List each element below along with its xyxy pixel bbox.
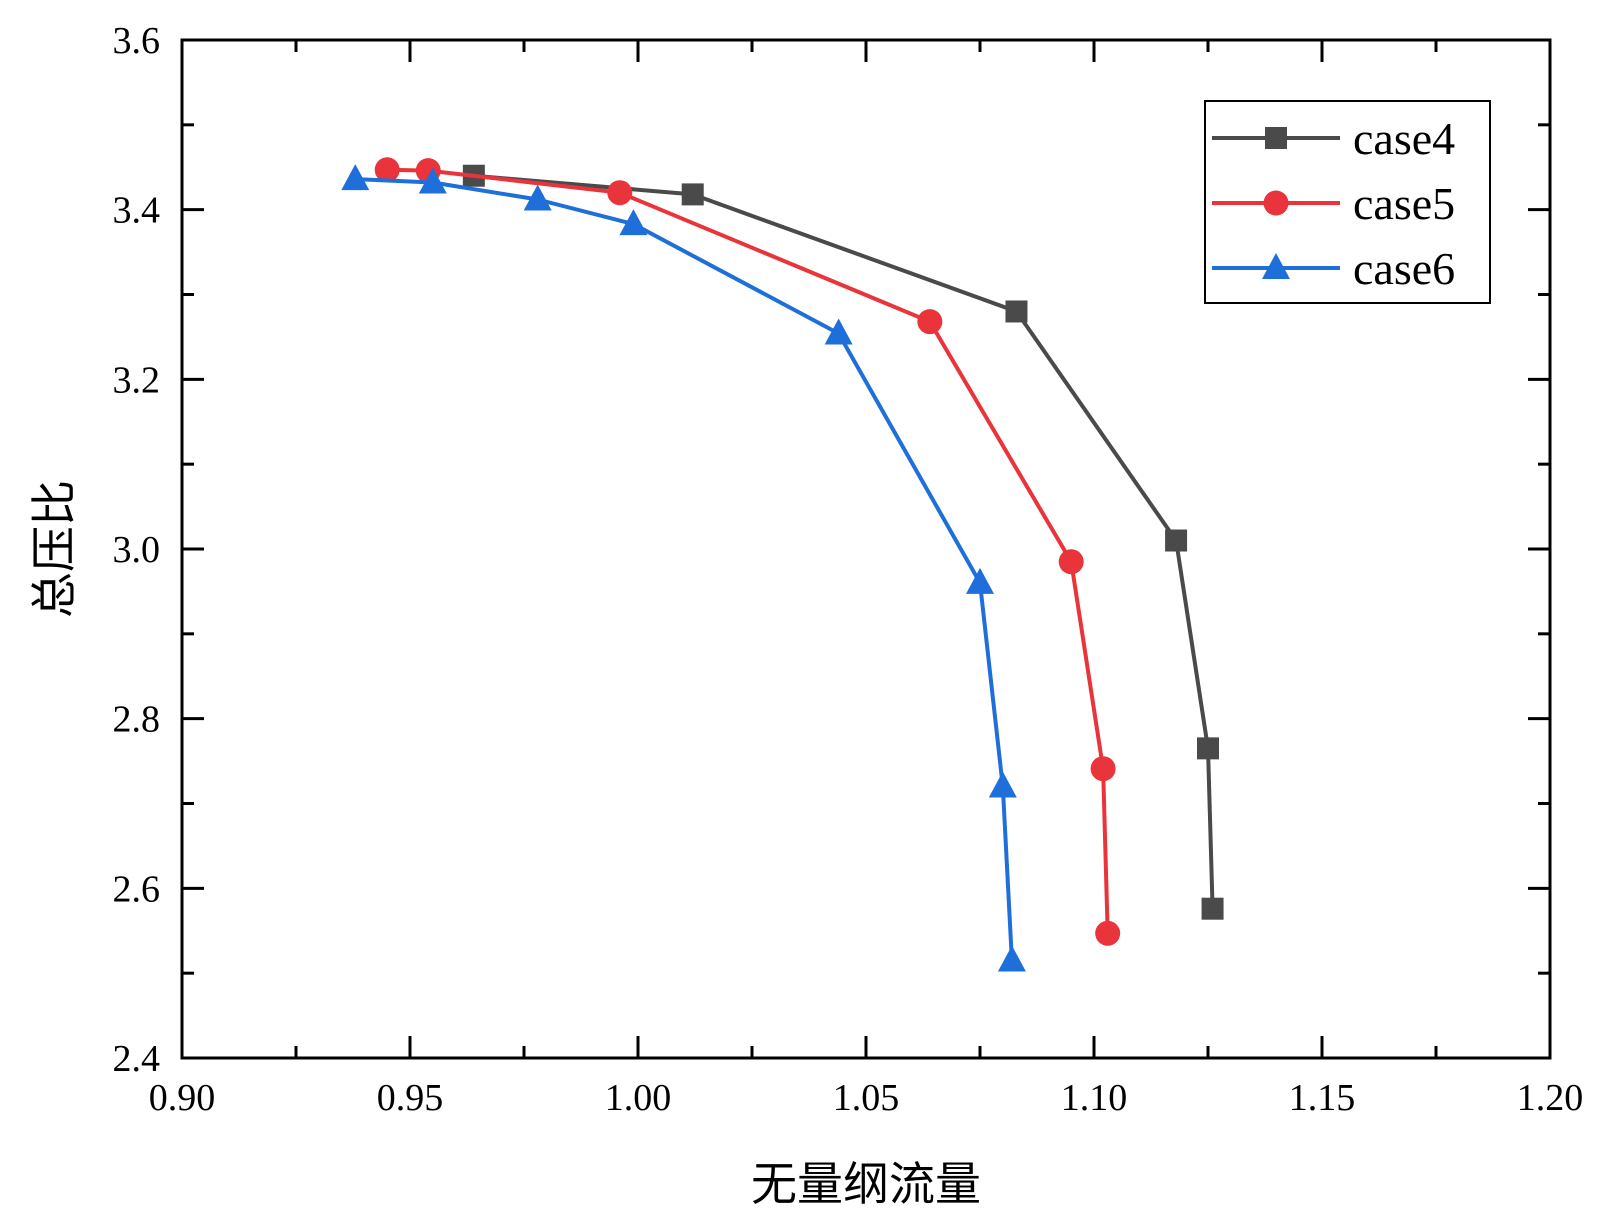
legend-item-case4: case4 xyxy=(1212,113,1455,164)
x-tick-label: 1.05 xyxy=(833,1077,900,1119)
series-line-case6 xyxy=(355,177,1014,961)
axis-ticks: 0.90 0.95 1.00 1.05 1.10 1.15 1.20 2.4 2.6 2.8 3.0… xyxy=(113,20,1584,1119)
y-tick-label: 3.4 xyxy=(113,190,161,232)
series-case5 xyxy=(374,157,1121,946)
y-axis-title: 总压比 xyxy=(27,480,81,618)
x-tick-label: 0.90 xyxy=(149,1077,216,1119)
y-tick-label: 2.4 xyxy=(113,1038,161,1080)
data-point-case4 xyxy=(1201,897,1224,920)
x-tick-label: 1.00 xyxy=(605,1077,672,1119)
data-point-case5 xyxy=(1090,756,1116,782)
data-point-case5 xyxy=(1058,549,1084,575)
x-tick-label: 0.95 xyxy=(377,1077,444,1119)
data-point-case6 xyxy=(523,184,552,211)
data-point-case5 xyxy=(1095,920,1121,946)
data-point-case5 xyxy=(917,309,943,335)
data-point-case6 xyxy=(966,567,994,594)
legend-marker xyxy=(1262,253,1290,279)
legend: case4 case5 case6 xyxy=(1204,100,1491,304)
data-point-case6 xyxy=(619,209,648,236)
data-point-case6 xyxy=(341,164,370,191)
legend-label: case6 xyxy=(1353,243,1455,294)
series-case4 xyxy=(462,164,1224,920)
legend-item-case6: case6 xyxy=(1212,243,1455,294)
data-point-case6 xyxy=(418,167,447,194)
legend-item-case5: case5 xyxy=(1212,178,1455,229)
y-tick-label: 2.6 xyxy=(113,868,161,910)
data-point-case5 xyxy=(607,180,633,206)
series-line-case4 xyxy=(473,173,1215,909)
y-tick-label: 3.6 xyxy=(113,20,161,62)
series-layer xyxy=(341,157,1224,972)
y-tick-label: 2.8 xyxy=(113,699,161,741)
x-tick-label: 1.20 xyxy=(1517,1077,1584,1119)
data-point-case5 xyxy=(374,157,400,183)
data-point-case4 xyxy=(681,183,704,206)
x-tick-label: 1.15 xyxy=(1289,1077,1356,1119)
data-point-case4 xyxy=(1165,529,1188,552)
legend-label: case4 xyxy=(1353,113,1455,164)
data-point-case6 xyxy=(988,771,1017,798)
legend-marker xyxy=(1265,127,1287,149)
data-point-case6 xyxy=(824,318,853,345)
series-case6 xyxy=(341,164,1026,972)
data-point-case4 xyxy=(1005,300,1028,323)
data-point-case6 xyxy=(997,945,1026,972)
x-tick-label: 1.10 xyxy=(1061,1077,1128,1119)
legend-marker xyxy=(1263,190,1289,216)
y-tick-label: 3.2 xyxy=(113,359,161,401)
data-point-case4 xyxy=(1197,737,1219,760)
y-tick-label: 3.0 xyxy=(113,529,161,571)
x-axis-title: 无量纲流量 xyxy=(751,1157,981,1211)
legend-label: case5 xyxy=(1353,178,1455,229)
